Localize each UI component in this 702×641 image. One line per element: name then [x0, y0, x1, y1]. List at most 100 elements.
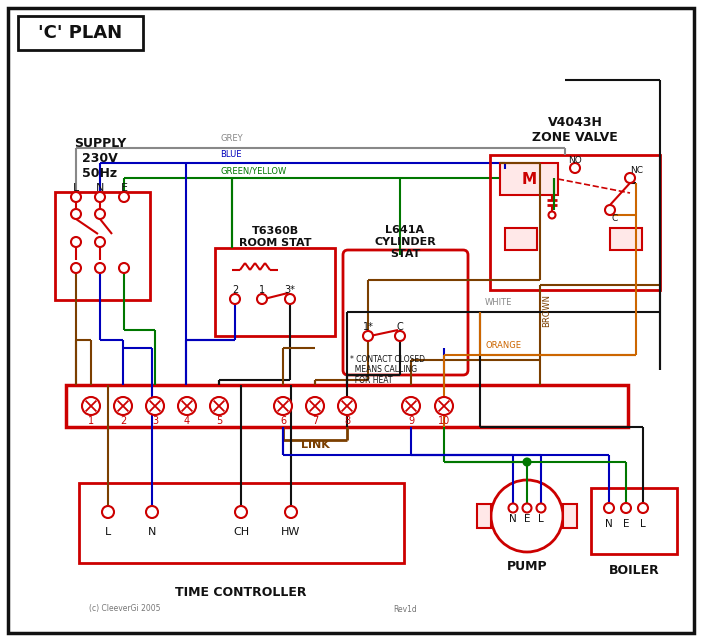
Circle shape [235, 506, 247, 518]
Circle shape [102, 506, 114, 518]
Text: LINK: LINK [300, 440, 329, 450]
Bar [610, 228, 642, 250]
Text: 1: 1 [259, 285, 265, 295]
Circle shape [402, 397, 420, 415]
Text: 5: 5 [216, 416, 222, 426]
Circle shape [285, 294, 295, 304]
Circle shape [119, 263, 129, 273]
Bar [490, 155, 660, 290]
Text: GREY: GREY [220, 134, 243, 143]
Bar [55, 192, 150, 300]
Circle shape [95, 192, 105, 202]
Circle shape [285, 506, 297, 518]
Text: L: L [538, 514, 544, 524]
Text: 2: 2 [120, 416, 126, 426]
Bar [66, 385, 628, 427]
Text: PUMP: PUMP [507, 560, 548, 574]
Text: C: C [612, 213, 618, 222]
Circle shape [524, 458, 531, 465]
Text: 1*: 1* [362, 322, 373, 332]
Text: NC: NC [630, 165, 644, 174]
Text: V4043H
ZONE VALVE: V4043H ZONE VALVE [532, 116, 618, 144]
Circle shape [274, 397, 292, 415]
Bar [477, 504, 491, 528]
Text: 3*: 3* [284, 285, 296, 295]
Text: N: N [605, 519, 613, 529]
Text: C: C [397, 322, 404, 332]
Text: L641A
CYLINDER
STAT: L641A CYLINDER STAT [374, 226, 436, 258]
Circle shape [71, 192, 81, 202]
Text: ORANGE: ORANGE [485, 341, 521, 350]
Text: M: M [522, 172, 536, 187]
Circle shape [146, 506, 158, 518]
Circle shape [146, 397, 164, 415]
Circle shape [548, 212, 555, 219]
Circle shape [522, 503, 531, 513]
Text: N: N [509, 514, 517, 524]
Text: BROWN: BROWN [542, 294, 551, 326]
Circle shape [625, 173, 635, 183]
Circle shape [604, 503, 614, 513]
Circle shape [306, 397, 324, 415]
Circle shape [71, 209, 81, 219]
Text: N: N [148, 527, 156, 537]
Text: 6: 6 [280, 416, 286, 426]
Circle shape [178, 397, 196, 415]
Circle shape [536, 503, 545, 513]
Text: SUPPLY
230V
50Hz: SUPPLY 230V 50Hz [74, 137, 126, 179]
Circle shape [363, 331, 373, 341]
Text: E: E [524, 514, 530, 524]
Text: N: N [95, 183, 104, 193]
Text: 2: 2 [232, 285, 238, 295]
Text: 8: 8 [344, 416, 350, 426]
Circle shape [230, 294, 240, 304]
Circle shape [82, 397, 100, 415]
Circle shape [114, 397, 132, 415]
Circle shape [395, 331, 405, 341]
Circle shape [95, 237, 105, 247]
Text: 4: 4 [184, 416, 190, 426]
Circle shape [257, 294, 267, 304]
Text: 7: 7 [312, 416, 318, 426]
Circle shape [621, 503, 631, 513]
Bar [79, 483, 404, 563]
Text: BLUE: BLUE [220, 150, 241, 159]
Text: 1: 1 [88, 416, 94, 426]
Text: 9: 9 [408, 416, 414, 426]
Text: Rev1d: Rev1d [393, 604, 417, 613]
Text: BOILER: BOILER [609, 563, 659, 576]
Text: L: L [105, 527, 111, 537]
Bar [563, 504, 577, 528]
Text: L: L [640, 519, 646, 529]
Circle shape [338, 397, 356, 415]
Text: TIME CONTROLLER: TIME CONTROLLER [176, 587, 307, 599]
Text: L: L [73, 183, 79, 193]
Text: CH: CH [233, 527, 249, 537]
Circle shape [491, 480, 563, 552]
Text: E: E [623, 519, 629, 529]
Text: (c) CleeverGi 2005: (c) CleeverGi 2005 [89, 604, 161, 613]
Text: WHITE: WHITE [485, 298, 512, 307]
Circle shape [95, 263, 105, 273]
Circle shape [95, 209, 105, 219]
Text: HW: HW [282, 527, 300, 537]
Circle shape [605, 205, 615, 215]
Circle shape [508, 503, 517, 513]
Text: E: E [121, 183, 128, 193]
Bar [215, 248, 335, 336]
Text: NO: NO [568, 156, 582, 165]
Text: 10: 10 [438, 416, 450, 426]
Circle shape [71, 263, 81, 273]
Bar [18, 16, 143, 50]
Circle shape [570, 163, 580, 173]
Circle shape [638, 503, 648, 513]
Circle shape [119, 192, 129, 202]
Bar [505, 228, 537, 250]
Text: 'C' PLAN: 'C' PLAN [38, 24, 122, 42]
Text: * CONTACT CLOSED
  MEANS CALLING
  FOR HEAT: * CONTACT CLOSED MEANS CALLING FOR HEAT [350, 355, 425, 385]
Text: GREEN/YELLOW: GREEN/YELLOW [220, 166, 286, 175]
Circle shape [210, 397, 228, 415]
Text: 3: 3 [152, 416, 158, 426]
Bar [500, 163, 558, 195]
Circle shape [71, 237, 81, 247]
